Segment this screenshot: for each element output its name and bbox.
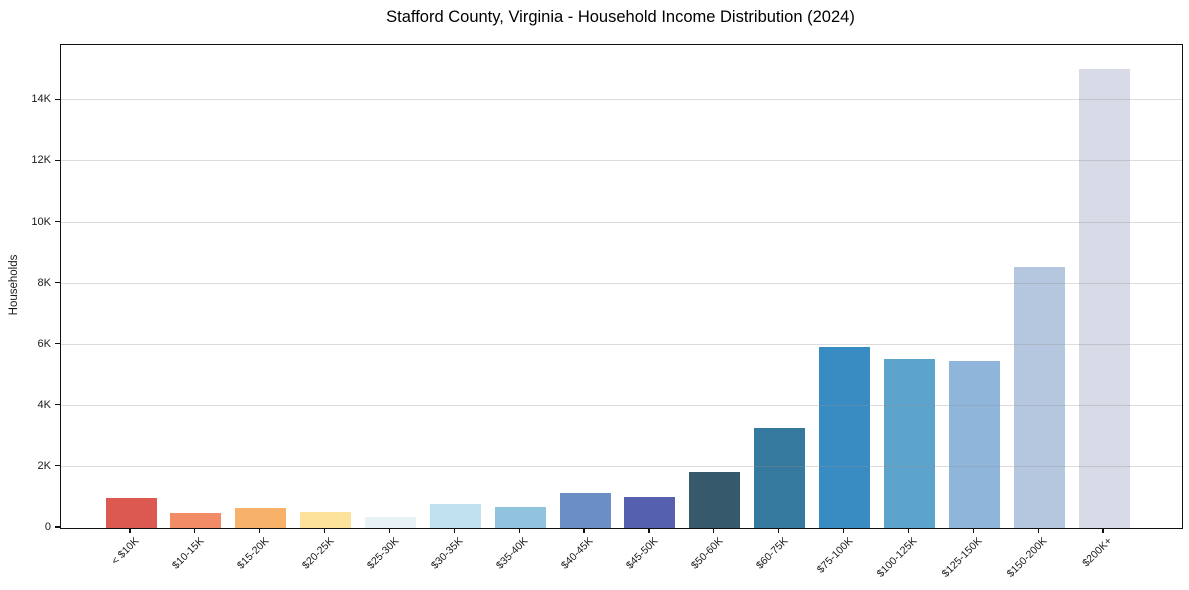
bar [689, 471, 741, 528]
chart-title: Stafford County, Virginia - Household In… [386, 8, 855, 26]
gridline [61, 221, 1182, 223]
y-tick-mark [55, 404, 60, 406]
x-tick-mark [648, 528, 650, 533]
y-tick-mark [55, 98, 60, 100]
x-tick-mark [972, 528, 974, 533]
gridline [61, 99, 1182, 101]
gridline [61, 343, 1182, 345]
y-tick-mark [55, 159, 60, 161]
x-tick-mark [259, 528, 261, 533]
x-tick-mark [453, 528, 455, 533]
x-tick-mark [713, 528, 715, 533]
y-tick-label: 4K [37, 398, 51, 411]
x-tick-mark [583, 528, 585, 533]
gridline [61, 282, 1182, 284]
x-tick-mark [778, 528, 780, 533]
y-tick-mark [55, 465, 60, 467]
y-tick-label: 10K [31, 215, 51, 228]
y-tick-label: 12K [31, 154, 51, 167]
y-tick-label: 14K [31, 93, 51, 106]
x-tick-mark [129, 528, 131, 533]
x-tick-mark [842, 528, 845, 533]
bar [1013, 267, 1065, 528]
y-tick-label: 6K [37, 337, 51, 350]
gridline [61, 160, 1182, 162]
plot-area [60, 44, 1183, 529]
bar [170, 513, 222, 528]
gridline [61, 404, 1182, 406]
bar [948, 360, 1000, 528]
bar [494, 506, 546, 528]
x-tick-mark [194, 528, 196, 533]
bar [624, 496, 676, 528]
x-tick-mark [1037, 528, 1039, 533]
gridline [61, 465, 1182, 467]
y-tick-mark [55, 220, 60, 223]
y-tick-label: 0 [44, 521, 51, 533]
x-tick-mark [1102, 528, 1104, 533]
bar [1078, 68, 1130, 528]
x-tick-label: < $10K [109, 535, 142, 568]
bar [364, 516, 416, 528]
bar [105, 498, 157, 528]
bar [235, 507, 287, 528]
bar [300, 511, 352, 528]
bar [429, 504, 481, 528]
bar [754, 427, 806, 528]
y-tick-mark [55, 343, 60, 345]
bar [883, 358, 935, 528]
x-tick-mark [907, 528, 910, 533]
x-tick-mark [324, 528, 326, 533]
bar [819, 346, 871, 528]
y-tick-label: 2K [37, 459, 51, 472]
y-tick-label: 8K [37, 276, 51, 289]
y-tick-mark [55, 526, 60, 528]
x-tick-mark [388, 528, 391, 533]
bar [559, 492, 611, 528]
x-tick-mark [518, 528, 520, 533]
y-tick-mark [55, 281, 60, 284]
